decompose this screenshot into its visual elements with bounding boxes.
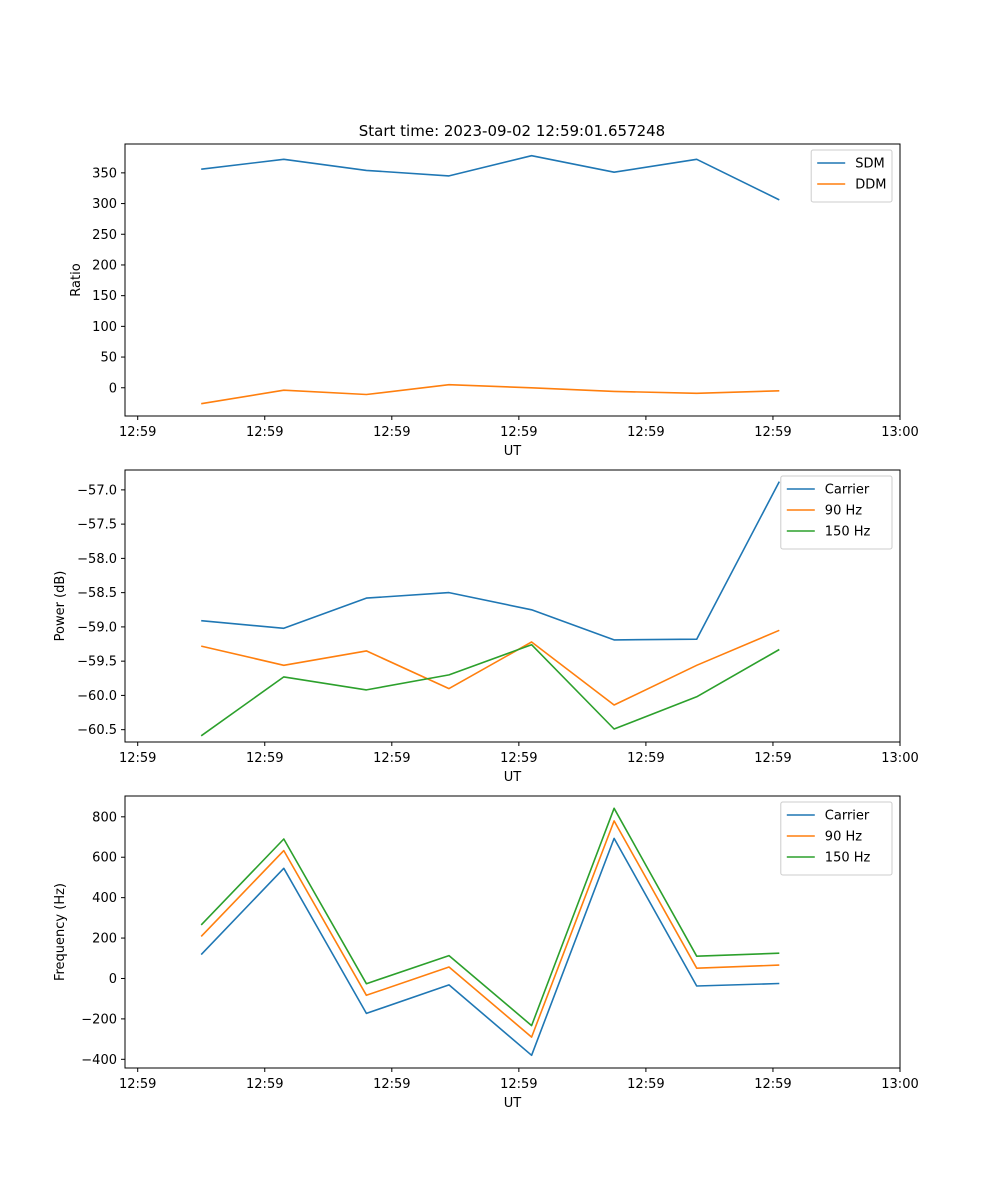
- y-tick-label: 300: [92, 197, 117, 212]
- x-tick-label: 12:59: [119, 1077, 156, 1092]
- x-tick-label: 13:00: [881, 425, 918, 440]
- x-tick-label: 12:59: [246, 751, 283, 766]
- legend: Carrier 90 Hz 150 Hz: [780, 801, 893, 876]
- y-tick-label: −60.0: [77, 689, 117, 704]
- y-tick-label: 350: [92, 166, 117, 181]
- figure-title: Start time: 2023-09-02 12:59:01.657248: [359, 122, 665, 140]
- legend-entry: Carrier: [825, 809, 870, 824]
- legend-entry: 150 Hz: [825, 525, 871, 540]
- y-axis-label: Ratio: [69, 263, 84, 296]
- legend-entry: DDM: [855, 178, 886, 193]
- legend-entry: 90 Hz: [825, 830, 862, 845]
- y-tick-label: −400: [81, 1053, 117, 1068]
- x-tick-label: 12:59: [627, 425, 664, 440]
- legend: Carrier 90 Hz 150 Hz: [780, 475, 893, 550]
- y-tick-label: 400: [92, 891, 117, 906]
- legend: SDM DDM: [810, 149, 893, 203]
- subplot-1: 12:59 12:59 12:59 12:59 12:59 12:59 13:00 0 50 10…: [69, 143, 919, 459]
- x-tick-label: 12:59: [373, 1077, 410, 1092]
- y-tick-label: 800: [92, 810, 117, 825]
- x-tick-label: 12:59: [246, 1077, 283, 1092]
- legend-entry: Carrier: [825, 483, 870, 498]
- axes-frame: [124, 143, 901, 417]
- y-axis-label: Frequency (Hz): [53, 883, 68, 981]
- x-tick-label: 12:59: [500, 1077, 537, 1092]
- y-tick-label: 0: [109, 381, 117, 396]
- x-tick-label: 13:00: [881, 751, 918, 766]
- y-tick-label: −59.5: [77, 655, 117, 670]
- x-tick-label: 12:59: [754, 751, 791, 766]
- x-axis-label: UT: [504, 1096, 522, 1111]
- y-tick-label: 150: [92, 289, 117, 304]
- series-line-150-hz: [200, 807, 780, 1027]
- y-tick-label: 250: [92, 228, 117, 243]
- y-tick-label: −57.0: [77, 483, 117, 498]
- x-tick-label: 12:59: [500, 751, 537, 766]
- x-tick-label: 12:59: [754, 425, 791, 440]
- axes-frame: [124, 795, 901, 1069]
- x-axis-label: UT: [504, 444, 522, 459]
- y-tick-label: −58.5: [77, 586, 117, 601]
- x-tick-label: 12:59: [119, 425, 156, 440]
- x-tick-label: 12:59: [627, 751, 664, 766]
- legend-entry: SDM: [855, 157, 884, 172]
- series-line-90-hz: [201, 629, 780, 706]
- y-axis-label: Power (dB): [53, 571, 68, 642]
- series-line-150-hz: [200, 643, 780, 737]
- x-tick-label: 12:59: [373, 751, 410, 766]
- y-tick-label: −60.5: [77, 723, 117, 738]
- y-tick-label: 100: [92, 320, 117, 335]
- y-tick-label: −200: [81, 1012, 117, 1027]
- series-line-ddm: [201, 383, 780, 405]
- axes-frame: [124, 469, 901, 743]
- x-axis-label: UT: [504, 770, 522, 785]
- y-tick-label: 0: [109, 972, 117, 987]
- y-tick-label: 600: [92, 851, 117, 866]
- y-tick-label: −58.0: [77, 552, 117, 567]
- series-line-carrier: [200, 837, 780, 1057]
- x-tick-label: 12:59: [627, 1077, 664, 1092]
- y-tick-label: 200: [92, 258, 117, 273]
- y-tick-label: 50: [100, 351, 117, 366]
- y-tick-label: −57.5: [77, 518, 117, 533]
- y-tick-label: 200: [92, 932, 117, 947]
- series-line-90-hz: [200, 820, 780, 1038]
- subplot-3: 12:59 12:59 12:59 12:59 12:59 12:59 13:00 −400 −…: [53, 795, 919, 1111]
- x-tick-label: 13:00: [881, 1077, 918, 1092]
- legend-entry: 150 Hz: [825, 851, 871, 866]
- legend-entry: 90 Hz: [825, 504, 862, 519]
- subplot-2: 12:59 12:59 12:59 12:59 12:59 12:59 13:00 −60.5…: [53, 469, 919, 785]
- y-tick-label: −59.0: [77, 620, 117, 635]
- series-line-carrier: [201, 481, 781, 641]
- x-tick-label: 12:59: [754, 1077, 791, 1092]
- x-tick-label: 12:59: [119, 751, 156, 766]
- x-tick-label: 12:59: [373, 425, 410, 440]
- x-tick-label: 12:59: [246, 425, 283, 440]
- series-line-sdm: [201, 154, 780, 201]
- x-tick-label: 12:59: [500, 425, 537, 440]
